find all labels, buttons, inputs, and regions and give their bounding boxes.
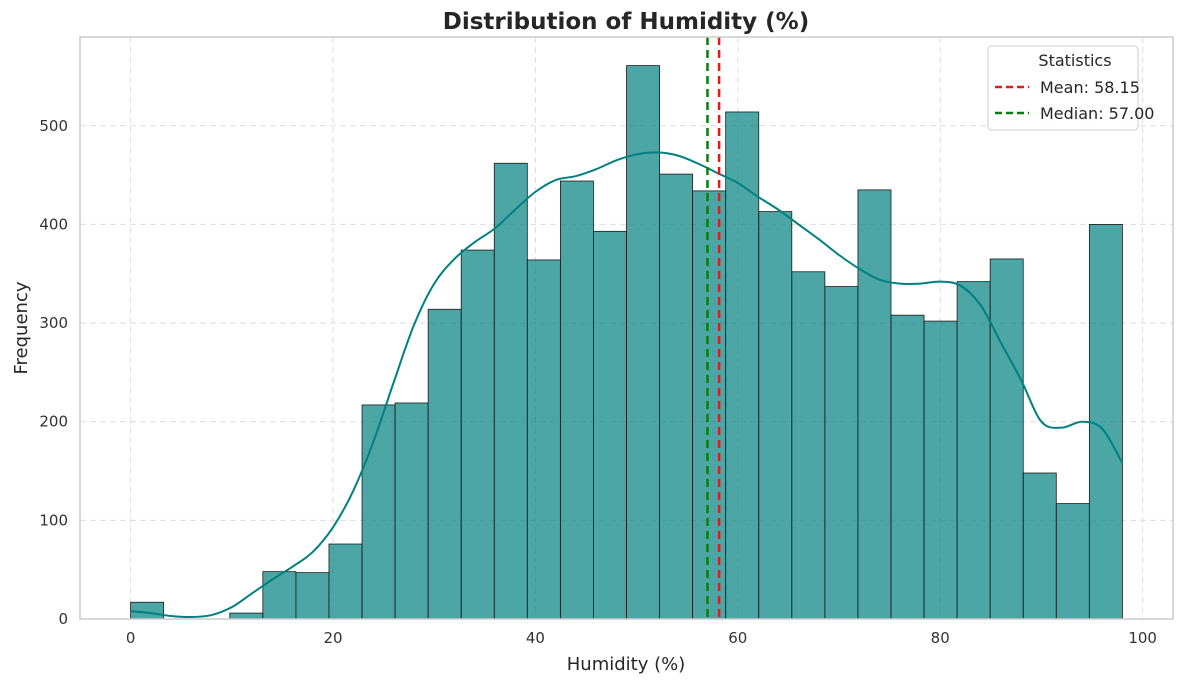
plot-frame <box>79 36 1174 620</box>
kde-curve-group <box>130 151 1124 619</box>
y-tick-label: 300 <box>39 314 68 332</box>
histogram-bar <box>890 314 925 620</box>
x-tick-label: 40 <box>526 629 545 647</box>
x-tick-label: 60 <box>728 629 747 647</box>
legend-label-median: Median: 57.00 <box>1040 104 1154 123</box>
histogram-bar <box>923 320 958 620</box>
histogram-bar <box>328 543 363 620</box>
histogram-bar <box>559 180 594 620</box>
histogram-bar <box>758 211 793 620</box>
histogram-bar <box>989 258 1024 620</box>
histogram-bar <box>493 162 528 620</box>
histogram-bar <box>659 173 694 620</box>
histogram-bar <box>593 230 627 620</box>
kde-curve <box>130 151 1124 619</box>
histogram-bar <box>791 271 826 620</box>
histogram-bar <box>824 286 859 620</box>
histogram-bar <box>956 281 991 620</box>
histogram-bars <box>130 65 1123 620</box>
histogram-bar <box>857 189 892 620</box>
y-tick-label: 0 <box>58 610 68 628</box>
x-tick-label: 20 <box>323 629 342 647</box>
histogram-bar <box>361 404 396 620</box>
histogram-bar <box>725 111 760 620</box>
histogram-bar <box>460 249 495 620</box>
statistic-lines <box>706 37 721 619</box>
x-tick-label: 0 <box>126 629 136 647</box>
histogram-bar <box>1055 503 1090 620</box>
y-tick-label: 200 <box>39 413 68 431</box>
legend-title: Statistics <box>1038 51 1111 70</box>
legend-box <box>987 45 1139 131</box>
histogram-bar <box>692 190 727 620</box>
histogram-bar <box>1088 224 1123 620</box>
x-axis-title: Humidity (%) <box>567 654 686 675</box>
x-tick-labels: 0 20 40 60 80 100 <box>126 629 1157 647</box>
legend-label-mean: Mean: 58.15 <box>1040 78 1140 97</box>
chart-title: Distribution of Humidity (%) <box>443 9 809 35</box>
y-tick-label: 500 <box>39 117 68 135</box>
histogram-bar <box>427 308 462 620</box>
histogram-bar <box>526 259 561 620</box>
histogram-bar <box>262 571 297 620</box>
y-tick-label: 100 <box>39 511 68 529</box>
x-tick-label: 80 <box>931 629 950 647</box>
legend: Statistics Mean: 58.15 Median: 57.00 <box>987 45 1154 131</box>
y-tick-label: 400 <box>39 215 68 233</box>
histogram-bar <box>295 572 330 620</box>
y-axis-title: Frequency <box>11 281 32 374</box>
histogram-bar <box>626 65 660 620</box>
histogram-bar <box>229 612 264 620</box>
y-tick-labels: 0 100 200 300 400 500 <box>39 117 68 628</box>
histogram-bar <box>1022 472 1057 620</box>
x-tick-label: 100 <box>1128 629 1157 647</box>
histogram-bar <box>394 402 429 620</box>
